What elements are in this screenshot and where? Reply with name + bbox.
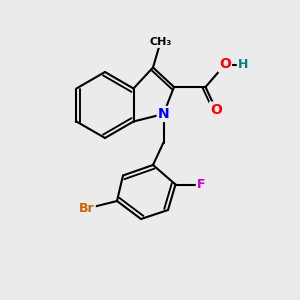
Text: Br: Br (79, 202, 95, 215)
Text: O: O (219, 58, 231, 71)
Text: O: O (210, 103, 222, 116)
Text: H: H (238, 58, 248, 71)
Text: CH₃: CH₃ (149, 37, 172, 47)
Text: N: N (158, 107, 169, 121)
Text: F: F (197, 178, 205, 191)
